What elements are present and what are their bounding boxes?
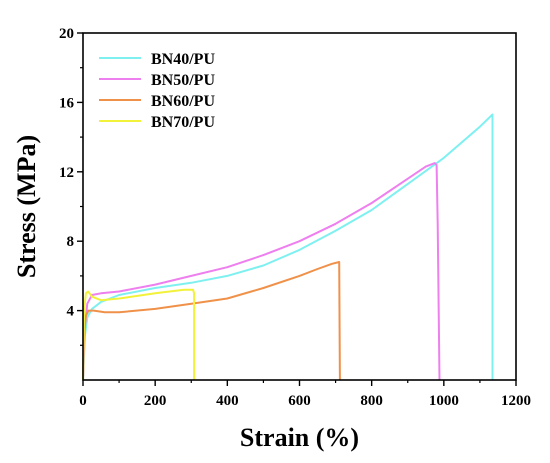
legend-label-1: BN50/PU <box>151 72 215 89</box>
x-axis: 0 200 400 600 800 1000 1200 <box>79 380 531 409</box>
series-line-2 <box>82 261 341 381</box>
legend-label-3: BN70/PU <box>151 114 215 131</box>
x-tick-label-6: 1200 <box>501 393 531 409</box>
series-line-3 <box>82 288 196 381</box>
y-tick-label-1: 8 <box>67 234 75 250</box>
x-tick-label-5: 1000 <box>429 393 459 409</box>
x-tick-label-2: 400 <box>216 393 239 409</box>
legend: BN40/PU BN50/PU BN60/PU BN70/PU <box>99 51 215 131</box>
x-tick-label-1: 200 <box>144 393 167 409</box>
legend-label-0: BN40/PU <box>151 51 215 68</box>
y-tick-label-3: 16 <box>59 95 75 111</box>
data-curves <box>82 113 494 381</box>
x-tick-label-3: 600 <box>288 393 311 409</box>
x-tick-label-0: 0 <box>79 393 87 409</box>
series-line-0 <box>82 113 494 381</box>
x-tick-label-4: 800 <box>360 393 383 409</box>
y-tick-label-2: 12 <box>59 165 74 181</box>
plot-frame <box>82 32 517 381</box>
y-axis: 4 8 12 16 20 <box>59 26 83 346</box>
series-line-1 <box>82 162 441 381</box>
y-tick-label-0: 4 <box>67 304 75 320</box>
legend-label-2: BN60/PU <box>151 93 215 110</box>
y-tick-label-4: 20 <box>59 26 74 42</box>
x-axis-title: Strain (%) <box>240 423 359 452</box>
y-axis-title: Stress (MPa) <box>12 135 41 278</box>
